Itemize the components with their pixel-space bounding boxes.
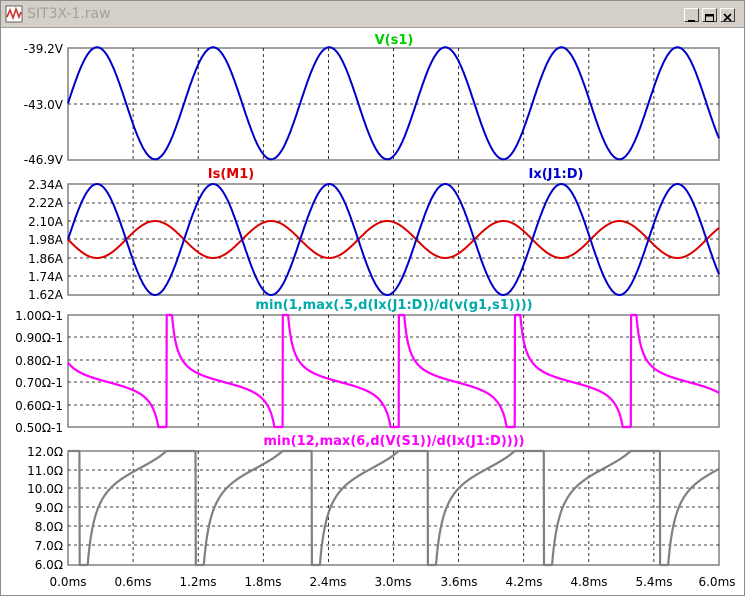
maximize-button[interactable] <box>702 8 717 22</box>
y-tick-label: 1.74A <box>28 270 64 284</box>
y-tick-label: 8.0Ω <box>35 520 63 534</box>
x-tick-label: 4.8ms <box>570 575 607 589</box>
trace-vs1 <box>67 46 720 161</box>
trace-is-m1 <box>67 220 720 259</box>
pane-vs1-title[interactable]: V(s1) <box>375 33 414 48</box>
pane-transconductance-title[interactable]: min(1,max(.5,d(Ix(J1:D))/d(v(g1,s1)))) <box>255 298 532 313</box>
grid-lines <box>68 48 719 565</box>
y-tick-label: 2.10A <box>28 215 64 229</box>
close-button[interactable] <box>720 8 735 22</box>
y-tick-label: 1.98A <box>28 233 64 247</box>
y-tick-label: 12.0Ω <box>27 445 63 459</box>
y-tick-label: 1.86A <box>28 252 64 266</box>
y-tick-label: 11.0Ω <box>27 464 63 478</box>
window-title: SIT3X-1.raw <box>27 6 111 22</box>
y-tick-label: -46.9V <box>24 153 64 167</box>
x-tick-label: 0.0ms <box>49 575 86 589</box>
y-tick-label: 2.34A <box>28 178 64 192</box>
trace-resistance <box>67 449 720 567</box>
trace-transconductance <box>67 313 720 429</box>
legend-is-m1[interactable]: Is(M1) <box>208 167 254 182</box>
y-tick-label: 1.00Ω-1 <box>15 309 63 323</box>
minimize-button[interactable] <box>684 8 699 22</box>
y-tick-label: 6.0Ω <box>35 558 63 572</box>
pane-resistance-title[interactable]: min(12,max(6,d(V(S1))/d(Ix(J1:D)))) <box>263 434 524 449</box>
x-tick-label: 1.2ms <box>179 575 216 589</box>
maximize-icon <box>705 14 714 22</box>
y-tick-label: 9.0Ω <box>35 501 63 515</box>
waveform-app-icon <box>5 5 23 23</box>
y-tick-label: 0.70Ω-1 <box>15 376 63 390</box>
x-tick-label: 2.4ms <box>309 575 346 589</box>
y-tick-label: 0.90Ω-1 <box>15 331 63 345</box>
y-tick-label: -39.2V <box>24 42 64 56</box>
y-tick-label: 1.62A <box>28 288 64 302</box>
x-tick-label: 4.2ms <box>505 575 542 589</box>
title-bar[interactable]: SIT3X-1.raw <box>1 1 744 28</box>
y-tick-label: 0.80Ω-1 <box>15 354 63 368</box>
x-tick-label: 3.6ms <box>440 575 477 589</box>
waveform-traces <box>67 46 720 567</box>
x-tick-label: 3.0ms <box>374 575 411 589</box>
trace-ix-j1d <box>67 183 720 296</box>
y-tick-label: 0.60Ω-1 <box>15 399 63 413</box>
y-tick-label: 0.50Ω-1 <box>15 421 63 435</box>
y-tick-label: 2.22A <box>28 196 64 210</box>
y-tick-label: -43.0V <box>24 98 64 112</box>
x-tick-label: 5.4ms <box>635 575 672 589</box>
y-tick-label: 10.0Ω <box>27 482 63 496</box>
x-tick-label: 6.0ms <box>698 575 735 589</box>
plot-area[interactable]: V(s1) Is(M1) Ix(J1:D) min(1,max(.5,d(Ix(… <box>1 28 744 595</box>
legend-ix-j1d[interactable]: Ix(J1:D) <box>529 167 584 182</box>
x-tick-label: 0.6ms <box>114 575 151 589</box>
x-tick-label: 1.8ms <box>244 575 281 589</box>
minimize-icon <box>688 20 695 22</box>
close-icon <box>723 13 732 22</box>
y-tick-label: 7.0Ω <box>35 539 63 553</box>
